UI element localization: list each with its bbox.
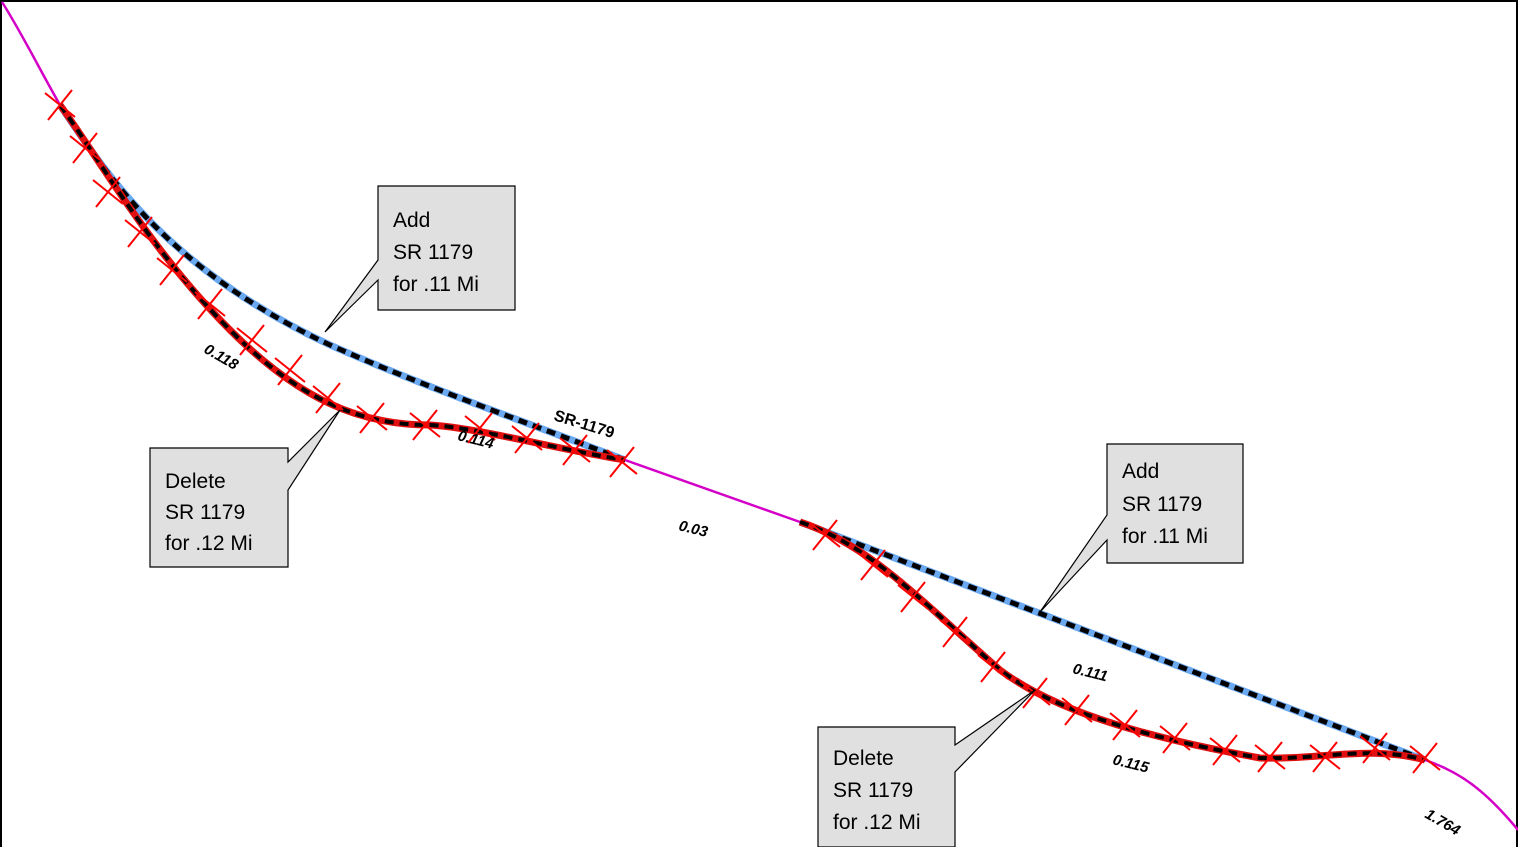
- x-mark: [606, 446, 638, 478]
- delete-callout-2-line-1: Delete: [833, 747, 894, 770]
- segment-label-003: 0.03: [677, 517, 710, 541]
- x-mark: [857, 549, 889, 581]
- x-mark: [1409, 742, 1441, 774]
- delete-callout-2-line-2: SR 1179: [833, 779, 913, 802]
- x-mark: [274, 354, 306, 386]
- x-mark: [124, 216, 156, 248]
- delete-callout-1: Delete SR 1179 for .12 Mi: [149, 409, 341, 568]
- x-mark: [1359, 732, 1391, 764]
- x-mark: [977, 651, 1009, 683]
- delete-callout-1-line-1: Delete: [165, 470, 226, 493]
- add-callout-1-line-3: for .11 Mi: [393, 273, 479, 296]
- x-mark: [1209, 734, 1241, 766]
- x-mark: [897, 581, 929, 613]
- x-mark: [559, 434, 591, 466]
- delete-callout-2: Delete SR 1179 for .12 Mi: [817, 689, 1036, 847]
- proposed-alignment-1-dash: [57, 103, 626, 463]
- x-mark: [939, 616, 971, 648]
- add-callout-2-line-1: Add: [1122, 460, 1159, 483]
- segment-label-0111: 0.111: [1071, 660, 1109, 685]
- add-callout-2: Add SR 1179 for .11 Mi: [1039, 443, 1244, 613]
- x-mark: [1159, 722, 1191, 754]
- deleted-alignment-1-dash: [58, 103, 626, 462]
- add-callout-2-line-3: for .11 Mi: [1122, 525, 1208, 548]
- segment-label-0115: 0.115: [1111, 751, 1151, 776]
- x-mark: [69, 132, 101, 164]
- segment-label-0118: 0.118: [201, 341, 242, 374]
- deletion-x-marks: [44, 89, 1441, 774]
- x-mark: [1061, 694, 1093, 726]
- x-mark: [511, 422, 543, 454]
- x-mark: [1309, 741, 1341, 773]
- delete-callout-1-line-3: for .12 Mi: [165, 532, 253, 555]
- x-mark: [1019, 677, 1051, 709]
- x-mark: [312, 382, 344, 414]
- x-mark: [236, 324, 268, 356]
- add-callout-1: Add SR 1179 for .11 Mi: [324, 185, 516, 333]
- x-mark: [809, 519, 841, 551]
- x-mark: [1254, 741, 1286, 773]
- x-mark: [356, 402, 388, 434]
- deleted-alignment-2-dash: [799, 520, 1426, 762]
- add-callout-1-line-2: SR 1179: [393, 241, 473, 264]
- add-callout-1-line-1: Add: [393, 209, 430, 232]
- x-mark: [409, 409, 441, 441]
- x-mark: [92, 176, 124, 208]
- delete-callout-1-line-2: SR 1179: [165, 501, 245, 524]
- segment-label-1764: 1.764: [1422, 806, 1464, 840]
- deleted-alignment-1: [57, 102, 626, 464]
- x-mark: [194, 288, 226, 320]
- x-mark: [156, 254, 188, 286]
- x-mark: [44, 89, 76, 121]
- add-callout-2-line-2: SR 1179: [1122, 493, 1202, 516]
- x-mark: [1109, 709, 1141, 741]
- proposed-alignment-2-dash: [799, 519, 1426, 763]
- road-line: [0, 1, 1518, 831]
- delete-callout-2-line-3: for .12 Mi: [833, 811, 921, 834]
- x-mark: [464, 412, 496, 444]
